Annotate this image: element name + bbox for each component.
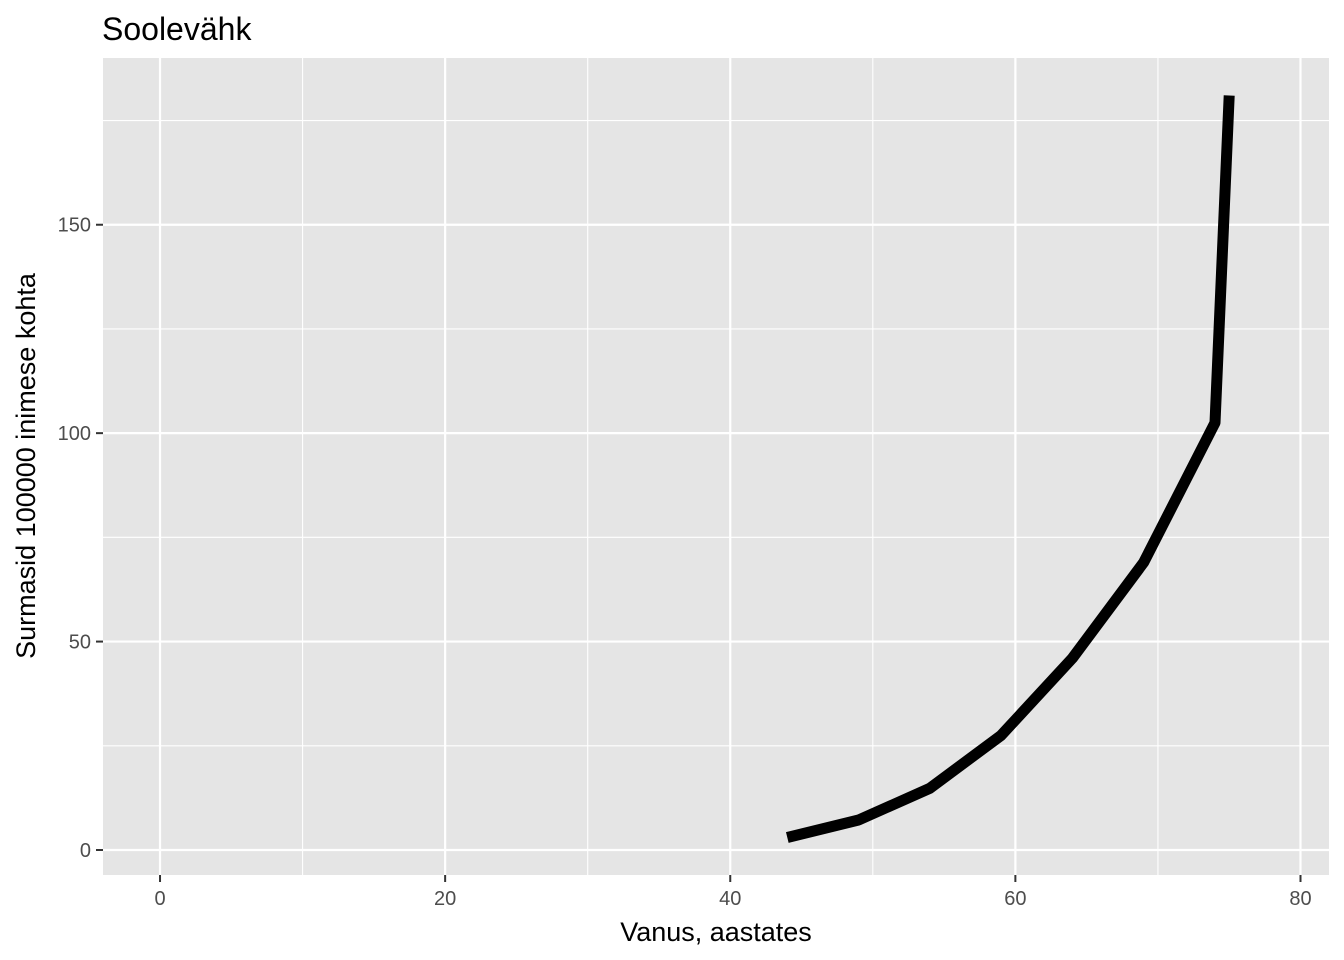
x-tick-label: 20 [434,888,456,910]
x-tick-label: 60 [1004,888,1026,910]
y-tick-label: 100 [58,423,91,445]
plot-panel [103,58,1329,875]
x-axis-title: Vanus, aastates [620,917,812,947]
minor-gridlines [103,58,1329,875]
y-tick-label: 0 [80,840,91,862]
x-tick-label: 40 [719,888,741,910]
major-gridlines [103,58,1329,875]
y-tick-label: 150 [58,215,91,237]
series-layer [785,95,1235,843]
x-axis: 0 20 40 60 80 [154,875,1312,910]
y-axis: 0 50 100 150 [58,215,103,862]
y-tick-label: 50 [69,632,91,654]
y-axis-title: Surmasid 100000 inimese kohta [11,272,41,659]
x-tick-label: 80 [1289,888,1311,910]
x-tick-label: 0 [154,888,165,910]
chart-title: Soolevähk [102,11,252,47]
series-line [785,95,1235,843]
